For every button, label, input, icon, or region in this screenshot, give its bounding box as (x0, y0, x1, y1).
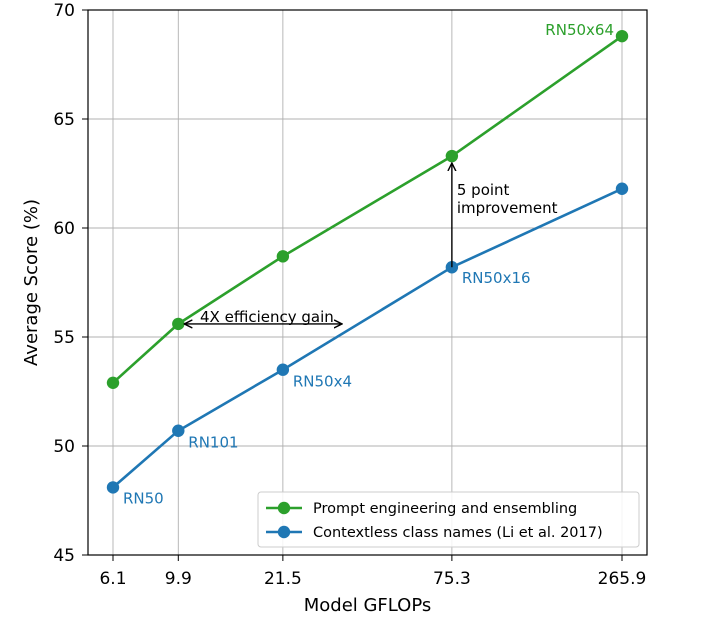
y-tick-label: 65 (53, 110, 75, 130)
data-point (615, 29, 629, 43)
series-layer (106, 29, 629, 494)
x-tick-label: 75.3 (433, 569, 471, 589)
point-label: RN50x16 (462, 269, 531, 287)
data-point (172, 317, 185, 331)
legend-marker (277, 501, 291, 515)
x-tick-label: 6.1 (99, 569, 126, 589)
legend-label: Contextless class names (Li et al. 2017) (313, 525, 603, 541)
point-label: RN50x64 (545, 21, 614, 39)
data-point (172, 424, 185, 437)
y-tick-label: 50 (53, 437, 75, 457)
data-point (276, 363, 290, 376)
data-point (615, 182, 629, 195)
legend-box (257, 491, 640, 548)
improvement-label: improvement (457, 199, 558, 217)
x-tick-label: 9.9 (165, 569, 192, 589)
grid (88, 9, 647, 556)
plot-frame (87, 9, 648, 556)
x-tick-label: 21.5 (264, 569, 302, 589)
y-tick-label: 45 (53, 546, 75, 566)
annotation-layer: RN50 RN101 RN50x4 RN50x16 RN50x64 4X efficien… (123, 21, 614, 507)
legend-label: Prompt engineering and ensembling (313, 501, 577, 517)
data-point (106, 376, 120, 389)
tick-layer: 6.1 9.9 21.5 75.3 265.9 45 50 55 60 65 70 (53, 1, 646, 589)
x-axis-title: Model GFLOPs (304, 595, 432, 616)
legend: Prompt engineering and ensembling Context… (257, 491, 640, 548)
point-label: RN50 (123, 489, 164, 507)
y-tick-label: 60 (53, 219, 75, 239)
point-label: RN50x4 (293, 373, 352, 391)
improvement-label: 5 point (457, 181, 510, 199)
data-point (445, 149, 459, 163)
point-label: RN101 (188, 434, 238, 452)
y-axis-title: Average Score (%) (21, 199, 42, 366)
x-tick-label: 265.9 (598, 569, 647, 589)
legend-marker (277, 525, 291, 539)
efficiency-gain-label: 4X efficiency gain (200, 308, 334, 326)
data-point (106, 481, 120, 494)
y-tick-label: 55 (53, 328, 75, 348)
data-point (276, 250, 290, 263)
y-tick-label: 70 (53, 1, 75, 21)
